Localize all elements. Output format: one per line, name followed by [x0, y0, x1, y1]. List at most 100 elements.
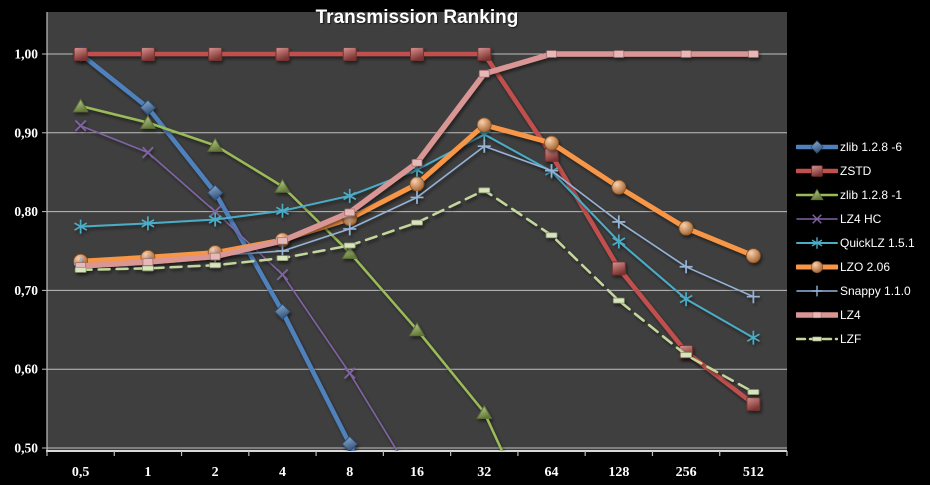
marker-plus	[679, 260, 693, 274]
legend-item-snappy-1-1-0: Snappy 1.1.0	[796, 279, 930, 303]
legend-label: ZSTD	[840, 164, 872, 178]
marker-square-small	[277, 236, 288, 245]
marker-x	[276, 268, 289, 281]
marker-square-small	[411, 158, 423, 167]
marker-square-small	[812, 311, 822, 319]
marker-plus	[746, 290, 760, 304]
marker-square	[477, 47, 492, 61]
marker-x	[812, 214, 822, 224]
legend-label: zlib 1.2.8 -6	[840, 140, 903, 154]
chart-title: Transmission Ranking	[315, 7, 519, 28]
marker-x	[142, 146, 154, 159]
marker-square	[410, 47, 424, 61]
legend: zlib 1.2.8 -6 ZSTD zlib 1.2.8 -1 LZ4 HC Quic…	[796, 135, 930, 351]
marker-triangle-up	[72, 98, 89, 113]
y-tick-label: 1,00	[14, 47, 38, 62]
legend-swatch	[796, 237, 838, 249]
marker-plus	[410, 190, 424, 204]
x-tick-label: 32	[477, 465, 491, 480]
marker-asterisk	[612, 234, 626, 249]
x-tick-label: 8	[346, 465, 353, 480]
legend-swatch	[796, 188, 838, 201]
marker-dash	[74, 267, 87, 273]
series-lz4	[75, 50, 759, 270]
legend-label: LZ4 HC	[840, 212, 882, 226]
x-tick-label: 2	[212, 465, 219, 480]
series-zstd	[73, 47, 761, 411]
x-axis: 0,5 1 2 4 8 16 32 64 128 256 512	[46, 451, 788, 480]
marker-asterisk	[275, 203, 289, 218]
x-tick-label: 16	[410, 465, 424, 480]
marker-asterisk	[141, 216, 155, 231]
marker-asterisk	[343, 188, 357, 203]
y-tick-label: 0,70	[14, 283, 38, 298]
x-tick-label: 64	[545, 465, 559, 480]
marker-dash	[276, 255, 289, 261]
y-tick-label: 0,60	[14, 362, 38, 377]
marker-square-small	[546, 50, 557, 58]
marker-dash	[680, 352, 692, 358]
marker-square-small	[344, 208, 356, 217]
series-lz4-hc	[74, 119, 399, 451]
marker-triangle-up	[274, 178, 291, 193]
series-line	[79, 104, 504, 451]
legend-swatch	[796, 285, 838, 297]
marker-dash	[478, 187, 491, 194]
legend-item-lzf: LZF	[796, 327, 930, 351]
marker-triangle-up	[408, 321, 426, 337]
marker-dash	[142, 265, 154, 272]
marker-square-small	[680, 50, 692, 58]
marker-square	[208, 47, 223, 61]
plot-area	[47, 12, 787, 451]
marker-square	[611, 261, 626, 276]
legend-label: LZO 2.06	[840, 260, 891, 274]
series-quicklz-1-5-1	[74, 127, 760, 345]
series-line	[79, 124, 399, 451]
marker-dash	[209, 262, 222, 269]
marker-square-small	[478, 69, 490, 78]
marker-plus	[477, 139, 491, 153]
marker-circle	[544, 135, 559, 151]
marker-asterisk	[208, 212, 222, 227]
y-tick-label: 0,90	[14, 125, 38, 140]
y-tick-label: 0,80	[14, 204, 38, 219]
legend-item-zlib-1-2-8-6: zlib 1.2.8 -6	[796, 135, 930, 159]
legend-label: LZ4	[840, 308, 861, 322]
marker-dash	[343, 242, 356, 249]
x-tick-label: 512	[743, 465, 764, 480]
marker-triangle-up	[810, 188, 824, 201]
legend-item-lz4: LZ4	[796, 303, 930, 327]
x-tick-label: 128	[608, 465, 629, 480]
series-lzf	[74, 187, 760, 395]
marker-asterisk	[74, 219, 88, 234]
legend-swatch	[796, 140, 838, 154]
legend-label: Snappy 1.1.0	[840, 284, 911, 298]
marker-square-small	[613, 50, 625, 58]
legend-label: QuickLZ 1.5.1	[840, 236, 915, 250]
marker-square	[140, 47, 155, 61]
marker-plus	[545, 164, 559, 178]
marker-x	[74, 119, 87, 132]
series-zlib-1-2-8-1	[72, 98, 504, 451]
marker-square	[746, 396, 761, 411]
marker-square-small	[209, 252, 221, 261]
legend-swatch	[796, 260, 838, 274]
legend-item-lz4-hc: LZ4 HC	[796, 207, 930, 231]
marker-circle	[611, 179, 627, 195]
legend-swatch	[796, 311, 838, 319]
legend-item-lzo-2-06: LZO 2.06	[796, 255, 930, 279]
marker-dash	[612, 297, 625, 304]
legend-label: zlib 1.2.8 -1	[840, 188, 903, 202]
marker-square-small	[142, 258, 154, 266]
marker-asterisk	[811, 237, 823, 249]
legend-swatch	[796, 336, 838, 342]
x-tick-label: 0,5	[72, 465, 90, 480]
marker-dash	[812, 336, 822, 342]
series-line	[78, 51, 356, 451]
marker-diamond	[810, 140, 824, 154]
marker-x	[343, 367, 356, 379]
marker-triangle-up	[341, 244, 358, 259]
marker-square-small	[747, 50, 759, 58]
marker-plus	[343, 222, 357, 236]
marker-asterisk	[679, 292, 693, 307]
